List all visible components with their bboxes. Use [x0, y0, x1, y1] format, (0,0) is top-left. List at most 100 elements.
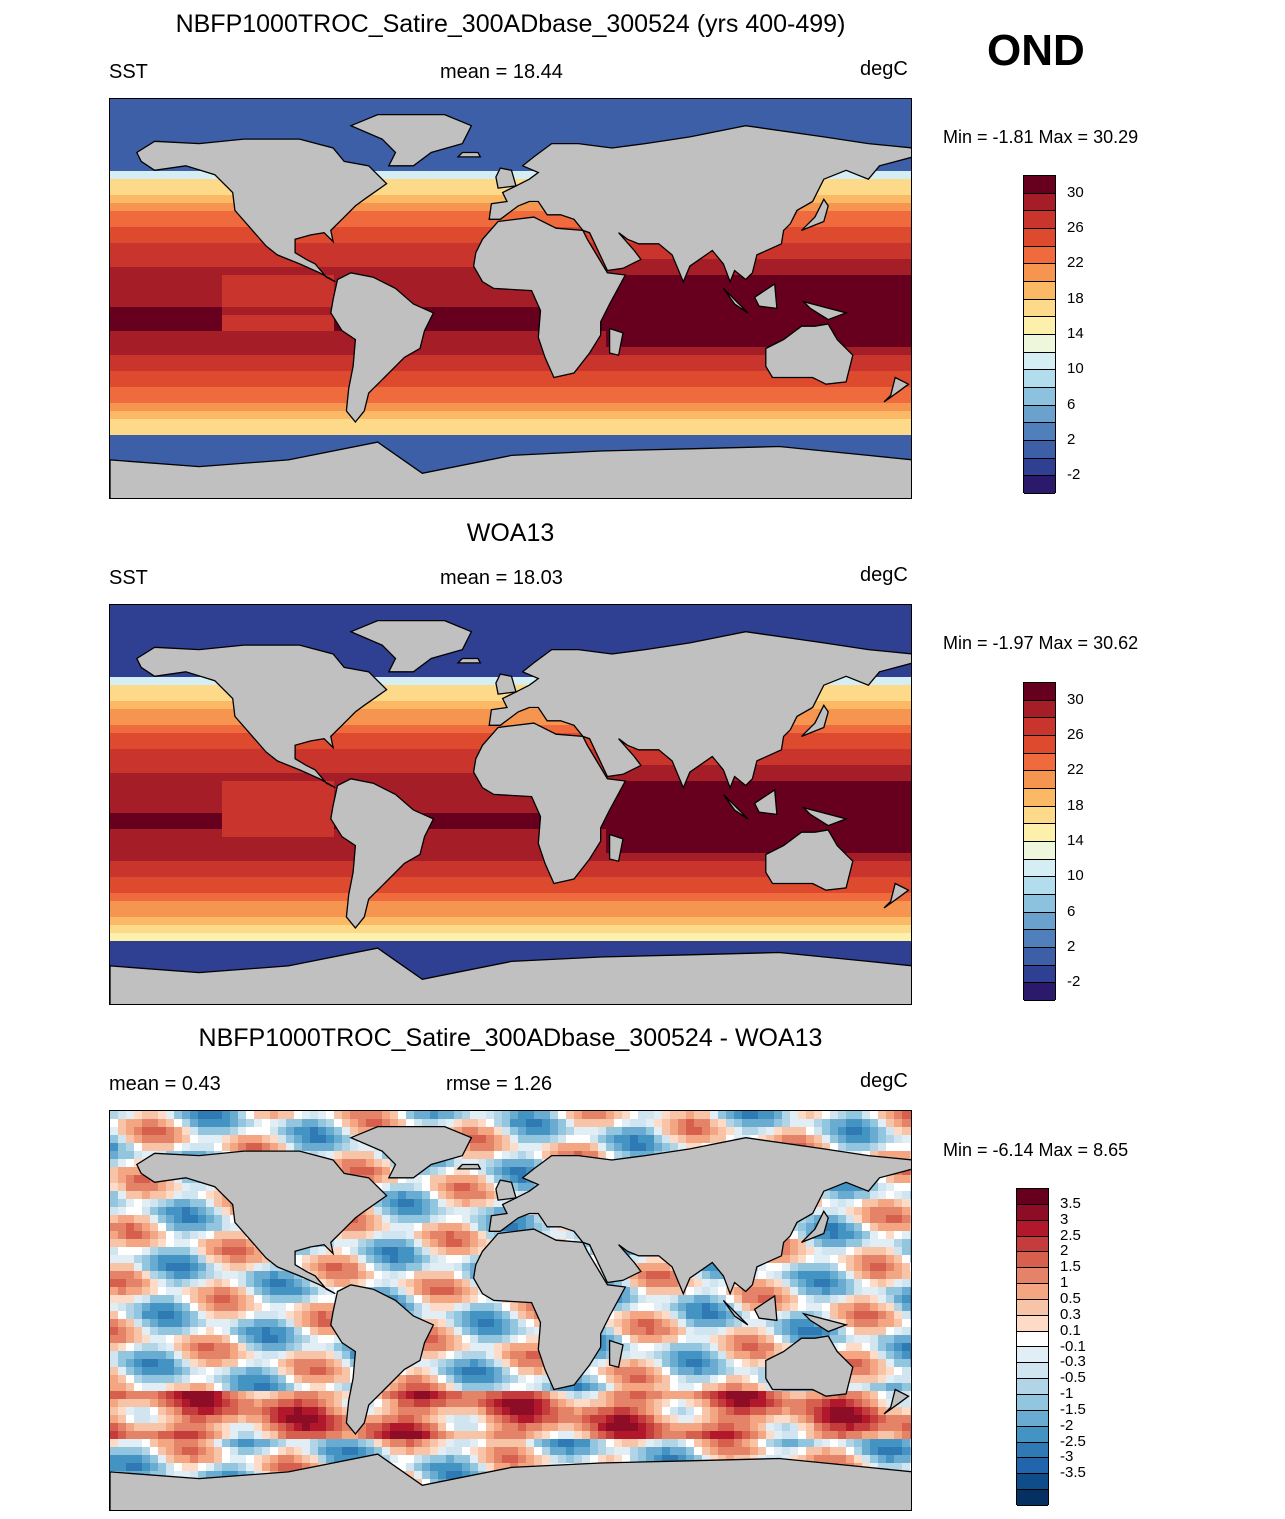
colorbar-swatch: [1024, 700, 1055, 719]
land-mass: [135, 1150, 388, 1295]
colorbar-swatch: [1024, 965, 1055, 984]
colorbar-label: 18: [1067, 289, 1084, 307]
land-mass: [608, 833, 624, 862]
colorbar-swatch: [1024, 841, 1055, 860]
colorbar-swatch: [1024, 246, 1055, 265]
panel-2-center-label: mean = 18.03: [440, 567, 563, 589]
panel-3-right-label: degC: [860, 1070, 908, 1092]
land-mass: [135, 138, 388, 283]
colorbar-swatch: [1024, 771, 1055, 789]
colorbar-swatch: [1024, 211, 1055, 229]
land-mass: [349, 1125, 473, 1179]
land-mass: [135, 644, 388, 789]
colorbar-swatch: [1024, 859, 1055, 878]
colorbar-swatch: [1024, 387, 1055, 406]
panel-1-colorbar: 30 26 22 18 14 10 6 2 -2: [1023, 175, 1103, 494]
colorbar-swatches: [1023, 682, 1056, 1001]
colorbar-swatches: [1016, 1188, 1049, 1506]
colorbar-swatch: [1024, 352, 1055, 371]
land-mass: [495, 1179, 517, 1201]
land-mass: [330, 778, 435, 930]
land-mass: [722, 287, 749, 314]
colorbar-label: -3.5: [1060, 1464, 1086, 1482]
colorbar-swatch: [1017, 1347, 1048, 1364]
land-mass: [883, 1388, 910, 1415]
colorbar-swatch: [1024, 476, 1055, 494]
colorbar-swatch: [1017, 1458, 1048, 1475]
colorbar-label: -3: [1060, 1448, 1074, 1466]
land-mass: [801, 806, 849, 827]
colorbar-label: 26: [1067, 726, 1084, 743]
colorbar-swatch: [1017, 1363, 1048, 1380]
land-mass: [488, 125, 911, 284]
colorbar-swatch: [1024, 440, 1055, 459]
colorbar-label: -1.5: [1060, 1400, 1086, 1418]
panel-2-right-label: degC: [860, 564, 908, 586]
colorbar-swatch: [1024, 735, 1055, 754]
colorbar-swatch: [1017, 1252, 1048, 1269]
land-mass: [883, 376, 910, 403]
panel-1-map: [109, 98, 912, 499]
colorbar-swatch: [1017, 1189, 1048, 1205]
land-mass: [472, 722, 627, 885]
land-mass: [110, 441, 911, 498]
colorbar-swatch: [1024, 264, 1055, 282]
land-mass: [765, 1335, 854, 1397]
land-mass: [608, 327, 624, 356]
colorbar-label: 14: [1067, 325, 1084, 342]
colorbar-swatch: [1017, 1426, 1048, 1443]
colorbar-label: -0.3: [1060, 1353, 1086, 1371]
land-mass: [722, 1299, 749, 1326]
land-mass: [765, 323, 854, 385]
colorbar-swatches: [1023, 175, 1056, 494]
colorbar-label: -0.1: [1060, 1337, 1086, 1355]
colorbar-swatch: [1017, 1236, 1048, 1253]
colorbar-swatch: [1024, 370, 1055, 388]
colorbar-swatch: [1024, 753, 1055, 772]
land-mass: [472, 216, 627, 379]
colorbar-label: 22: [1067, 761, 1084, 779]
panel-3-colorbar: 3.5 3 2.5 2 1.5 1 0.5 0.3 0.1 -0.1 -0.3 -0.5 -1 -1.5-…: [1016, 1188, 1106, 1506]
colorbar-swatch: [1017, 1394, 1048, 1411]
colorbar-label: 22: [1067, 254, 1084, 272]
land-mass: [110, 1453, 911, 1510]
land-mass: [495, 673, 517, 695]
colorbar-swatch: [1024, 930, 1055, 948]
colorbar-swatch: [1024, 193, 1055, 212]
land-mass: [110, 947, 911, 1004]
colorbar-label: 6: [1067, 902, 1076, 920]
colorbar-label: 1: [1060, 1274, 1069, 1292]
colorbar-label: 30: [1067, 183, 1084, 201]
colorbar-swatch: [1024, 458, 1055, 477]
land-mass: [801, 1312, 849, 1333]
colorbar-label: -0.5: [1060, 1369, 1086, 1387]
colorbar-swatch: [1017, 1331, 1048, 1348]
colorbar-label: 2: [1060, 1242, 1069, 1260]
colorbar-label: 2: [1067, 938, 1076, 955]
panel-3-minmax: Min = -6.14 Max = 8.65: [943, 1140, 1129, 1160]
colorbar-swatch: [1024, 281, 1055, 300]
colorbar-swatch: [1017, 1299, 1048, 1316]
colorbar-swatch: [1024, 334, 1055, 353]
colorbar-swatch: [1024, 894, 1055, 913]
panel-2-title: WOA13: [466, 519, 555, 547]
panel-3-left-label: mean = 0.43: [109, 1073, 221, 1095]
colorbar-swatch: [1017, 1490, 1048, 1506]
land-mass: [488, 1137, 911, 1296]
colorbar-label: 0.1: [1060, 1321, 1081, 1339]
land-mass: [456, 657, 482, 664]
land-mass: [753, 282, 778, 310]
land-mass: [753, 1294, 778, 1322]
colorbar-swatch: [1024, 176, 1055, 194]
colorbar-swatch: [1017, 1268, 1048, 1285]
colorbar-label: 0.3: [1060, 1305, 1081, 1323]
land-mass: [801, 198, 829, 232]
colorbar-swatch: [1017, 1204, 1048, 1221]
colorbar-swatch: [1024, 806, 1055, 825]
land-mass: [349, 619, 473, 673]
panel-1-title: NBFP1000TROC_Satire_300ADbase_300524 (yr…: [175, 10, 846, 38]
colorbar-swatch: [1024, 299, 1055, 318]
land-mass: [495, 167, 517, 189]
colorbar-swatch: [1024, 947, 1055, 966]
colorbar-label: 6: [1067, 395, 1076, 413]
